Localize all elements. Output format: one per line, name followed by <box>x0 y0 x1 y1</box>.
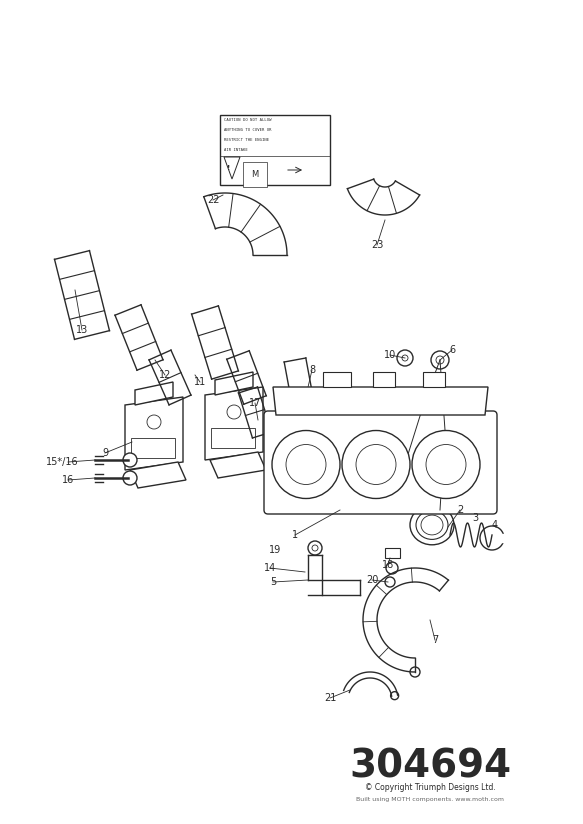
Circle shape <box>342 430 410 499</box>
Text: 20: 20 <box>366 575 378 585</box>
Text: 8: 8 <box>309 365 315 375</box>
Text: 12: 12 <box>159 370 171 380</box>
Circle shape <box>123 471 137 485</box>
Circle shape <box>312 545 318 551</box>
Polygon shape <box>130 462 186 488</box>
Text: 1: 1 <box>292 530 298 540</box>
Text: 22: 22 <box>207 195 219 205</box>
Bar <box>211 428 255 448</box>
Text: 7: 7 <box>432 635 438 645</box>
Circle shape <box>356 444 396 485</box>
Text: M: M <box>251 170 259 179</box>
Text: 18: 18 <box>382 560 394 570</box>
FancyBboxPatch shape <box>264 411 497 514</box>
Circle shape <box>227 405 241 419</box>
Polygon shape <box>135 382 173 405</box>
Circle shape <box>436 356 444 364</box>
Circle shape <box>412 430 480 499</box>
Circle shape <box>385 577 395 587</box>
Text: 5: 5 <box>270 577 276 587</box>
Ellipse shape <box>416 511 448 540</box>
Bar <box>373 372 395 387</box>
Ellipse shape <box>421 515 443 535</box>
Polygon shape <box>205 387 263 460</box>
Circle shape <box>308 541 322 555</box>
Circle shape <box>147 415 161 429</box>
Polygon shape <box>210 452 266 478</box>
Polygon shape <box>125 397 183 470</box>
Text: 304694: 304694 <box>349 748 511 786</box>
Text: !: ! <box>227 165 231 171</box>
Circle shape <box>397 350 413 366</box>
Bar <box>131 438 175 458</box>
Text: 4: 4 <box>492 520 498 530</box>
Text: 10: 10 <box>384 350 396 360</box>
Text: 19: 19 <box>269 545 281 555</box>
Circle shape <box>402 355 408 361</box>
Circle shape <box>410 667 420 677</box>
Circle shape <box>391 691 399 700</box>
Text: 6: 6 <box>449 345 455 355</box>
Text: 14: 14 <box>264 563 276 573</box>
Bar <box>385 548 400 558</box>
Bar <box>323 372 351 387</box>
Circle shape <box>272 430 340 499</box>
Text: 17: 17 <box>249 398 261 408</box>
Text: 13: 13 <box>76 325 88 335</box>
Circle shape <box>431 351 449 369</box>
Circle shape <box>480 526 504 550</box>
Text: 3: 3 <box>472 513 478 523</box>
Text: Built using MOTH components. www.moth.com: Built using MOTH components. www.moth.co… <box>356 798 504 803</box>
Text: 21: 21 <box>324 693 336 703</box>
Text: ANYTHING TO COVER OR: ANYTHING TO COVER OR <box>224 128 272 132</box>
Text: CAUTION DO NOT ALLOW: CAUTION DO NOT ALLOW <box>224 118 272 122</box>
Polygon shape <box>273 387 488 415</box>
Text: AIR INTAKE: AIR INTAKE <box>224 148 248 152</box>
Polygon shape <box>215 372 253 395</box>
Bar <box>423 372 445 387</box>
Text: 11: 11 <box>194 377 206 387</box>
Text: 23: 23 <box>371 240 383 250</box>
Text: 15*/16: 15*/16 <box>45 457 78 467</box>
Circle shape <box>286 444 326 485</box>
Circle shape <box>426 444 466 485</box>
Text: 16: 16 <box>62 475 74 485</box>
Circle shape <box>386 562 398 574</box>
Text: RESTRICT THE ENGINE: RESTRICT THE ENGINE <box>224 138 269 142</box>
Bar <box>220 115 330 185</box>
Circle shape <box>123 453 137 467</box>
Text: © Copyright Triumph Designs Ltd.: © Copyright Triumph Designs Ltd. <box>364 784 496 793</box>
Text: 2: 2 <box>457 505 463 515</box>
Text: 9: 9 <box>102 448 108 458</box>
Ellipse shape <box>410 505 454 545</box>
